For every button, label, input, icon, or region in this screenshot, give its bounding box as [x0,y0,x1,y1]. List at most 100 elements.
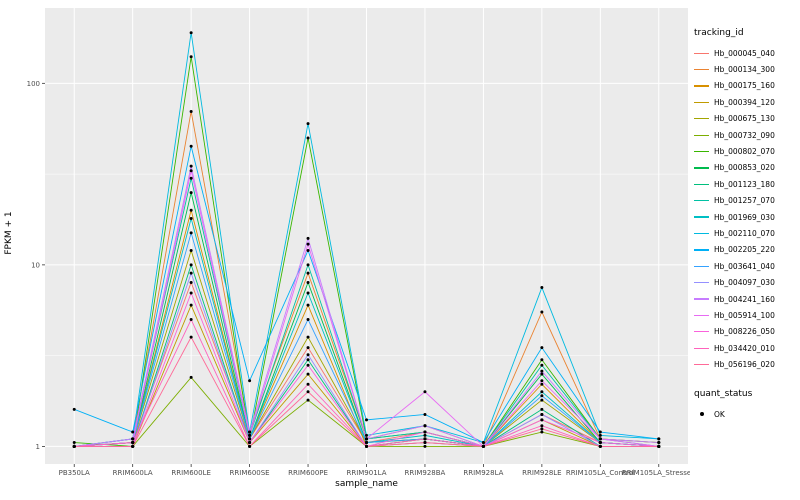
data-point [306,303,310,307]
data-point [306,291,310,295]
data-point [189,248,193,252]
y-tick-label: 10 [31,261,40,269]
data-point [248,444,252,448]
data-point [540,372,544,376]
data-point [540,382,544,386]
data-point [481,444,485,448]
data-point [306,242,310,246]
data-point [365,418,368,422]
line-key-icon [694,52,709,54]
data-point [306,335,310,339]
legend-item: Hb_002110_070 [694,225,798,241]
x-axis-title: sample_name [335,479,398,489]
legend-item-label: Hb_003641_040 [714,261,775,271]
data-point [423,430,427,434]
x-tick-label: RRIM600LA [113,469,153,477]
legend-item-label: Hb_056196_020 [714,360,775,370]
data-point [248,441,252,445]
data-point [248,437,252,441]
data-point [248,433,252,437]
data-point [657,444,661,448]
data-point [72,407,76,411]
data-point [189,144,193,148]
legend-item: Hb_056196_020 [694,356,798,372]
legend-item-label: Hb_002205_220 [714,245,775,255]
data-point [306,372,310,376]
x-tick-label: RRIM928LE [522,469,562,477]
line-key-icon [694,314,709,317]
data-point [306,398,310,402]
line-key-icon [694,134,709,136]
legend-item: Hb_000045_040 [694,45,798,61]
data-point [189,164,193,168]
data-point [481,441,485,445]
data-point [189,31,193,35]
data-point [365,441,368,445]
data-point [306,263,310,267]
legend-item-label: Hb_000732_090 [714,130,775,140]
x-tick-label: RRIM600SE [230,469,270,477]
plot-svg: 1 10 100 PB350LA RRIM600LA RRIM600LE RRIM600SE… [27,8,690,477]
legend-item-label: Hb_001257_070 [714,196,775,206]
line-key-icon [694,150,709,153]
data-point [540,358,544,362]
data-point [540,363,544,367]
data-point [657,441,661,445]
data-point [306,122,310,126]
legend-item: Hb_000134_300 [694,61,798,77]
data-point [189,375,193,379]
data-point [540,412,544,416]
legend-item: Hb_001257_070 [694,193,798,209]
data-point [189,191,193,195]
data-point [189,231,193,235]
data-point [306,363,310,367]
data-point [540,346,544,350]
data-point [598,437,602,441]
legend-item: Hb_000802_070 [694,143,798,159]
data-point [657,437,661,441]
data-point [306,353,310,357]
line-key-icon [694,68,709,71]
data-point [365,433,368,437]
data-point [540,407,544,411]
data-point [540,310,544,314]
data-point [423,444,427,448]
data-point [189,335,193,339]
x-tick-label: PB350LA [59,469,90,477]
data-point [540,427,544,431]
data-point [189,280,193,284]
data-point [540,430,544,434]
line-key-icon [694,118,709,120]
data-point [306,346,310,350]
line-key-icon [694,183,709,185]
data-point [189,55,193,59]
legend-item: Hb_001969_030 [694,209,798,225]
legend-item-label: Hb_001123_180 [714,179,775,189]
data-point [189,217,193,221]
data-point [540,369,544,373]
data-point [598,433,602,437]
data-point [306,318,310,322]
legend-item: Hb_004241_160 [694,291,798,307]
legend-item-label: Hb_000394_120 [714,97,775,107]
data-point [306,271,310,275]
data-point [306,390,310,394]
y-tick-label: 1 [36,443,40,451]
data-point [306,136,310,140]
legend-title-quant-status: quant_status [694,388,753,399]
legend-item: Hb_008226_050 [694,324,798,340]
legend-items: Hb_000045_040 Hb_000134_300 Hb_000175_160 H… [694,45,798,373]
x-tick-label: RRIM600PE [288,469,328,477]
data-point [598,444,602,448]
legend-item: Hb_002205_220 [694,242,798,258]
data-point [189,318,193,322]
line-key-icon [694,298,709,300]
data-point [423,412,427,416]
line-key-icon [694,331,709,333]
data-point [423,437,427,441]
legend-item-label: Hb_000675_130 [714,114,775,124]
data-point [540,418,544,422]
data-point [540,379,544,383]
data-point [306,236,310,240]
